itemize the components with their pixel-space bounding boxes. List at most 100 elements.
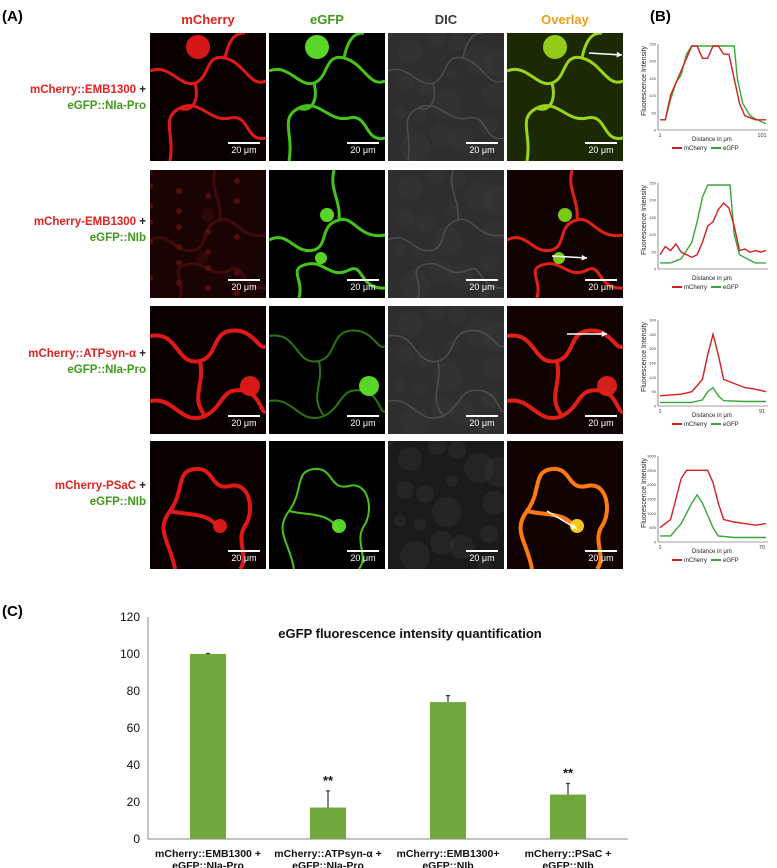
profile-y-tick: 500 [649,525,656,530]
scale-bar: 20 μm [347,279,379,292]
x-category-label: mCherry::ATPsyn-α + [274,848,382,860]
x-category-label: mCherry::EMB1300 + [155,848,261,860]
profile-x-label: Distance in μm [692,413,732,419]
micrograph-egfp-row-2: 20 μm [269,170,385,298]
profile-y-tick: 100 [649,93,656,98]
micrograph-mcherry-row-1: 20 μm [150,33,266,161]
scale-bar-label: 20 μm [469,145,495,155]
scale-bar: 20 μm [466,142,498,155]
x-category-label: eGFP::NIb [542,860,593,868]
intensity-profile-plot: 0 50 100 150 200 250 Fluorescence Intensity Dis… [640,175,775,293]
micrograph-overlay-row-1: 20 μm [507,33,623,161]
scale-bar-label: 20 μm [350,418,376,428]
profile-axis [657,183,768,270]
legend-mcherry: mCherry [684,558,708,564]
profile-x-tick: 91 [759,409,765,415]
x-category-label: mCherry::EMB1300+ [396,848,499,860]
bar [430,702,466,839]
profile-x-tick: 1 [658,545,661,551]
mcherry-profile-line [659,331,767,397]
column-header-dic: DIC [434,12,458,27]
profile-y-tick: 1500 [647,497,657,502]
scale-bar: 20 μm [228,415,260,428]
profile-y-tick: 100 [649,232,656,237]
micrograph-overlay-row-3: 20 μm [507,306,623,434]
profile-y-tick: 150 [649,76,656,81]
scale-bar: 20 μm [585,142,617,155]
arrow-icon [616,51,622,58]
scale-bar-label: 20 μm [350,145,376,155]
micrograph-dic-row-4: 20 μm [388,441,504,569]
significance-label: ** [323,773,334,788]
legend-mcherry: mCherry [684,146,708,152]
x-category-label: eGFP::NIb [422,860,473,868]
micrograph-dic-row-2: 20 μm [388,170,504,298]
profile-y-tick: 50 [652,389,657,394]
y-tick-label: 20 [127,795,141,809]
arrow-icon [571,523,577,529]
scale-bar-label: 20 μm [588,553,614,563]
scale-bar: 20 μm [466,415,498,428]
profile-y-tick: 250 [649,332,656,337]
profile-x-tick: 70 [759,545,765,551]
legend-egfp: eGFP [723,146,739,152]
profile-axis [657,456,768,543]
arrow-icon [581,254,587,261]
egfp-profile-line [660,45,767,125]
egfp-profile-line [660,386,766,404]
profile-y-tick: 200 [649,59,656,64]
chart-title: eGFP fluorescence intensity quantificati… [278,626,541,641]
profile-y-tick: 2500 [647,468,657,473]
bar [550,794,586,839]
profile-y-tick: 2000 [647,482,657,487]
y-tick-label: 100 [120,647,140,661]
scale-bar-label: 20 μm [231,418,257,428]
egfp-profile-line [660,493,766,539]
panel-label-c: (C) [2,603,23,620]
profile-y-tick: 100 [649,375,656,380]
profile-x-tick: 1 [658,133,661,139]
row-label-1: mCherry::EMB1300 + eGFP::NIa-Pro [29,84,146,112]
scale-bar-label: 20 μm [469,282,495,292]
scale-bar: 20 μm [228,550,260,563]
column-header-egfp: eGFP [310,12,344,27]
profile-x-label: Distance in μm [692,137,732,143]
column-header-mcherry: mCherry [181,12,235,27]
micrograph-mcherry-row-4: 20 μm [150,441,266,569]
scale-bar: 20 μm [228,279,260,292]
y-tick-label: 60 [127,721,141,735]
intensity-profile-plot: 0 500 1000 1500 2000 2500 3000 1 70 Fluorescence … [640,448,775,566]
micrograph-dic-row-1: 20 μm [388,33,504,161]
micrograph-mcherry-row-3: 20 μm [150,306,266,434]
panel-label-b: (B) [650,8,671,25]
profile-legend: mCherry eGFP [668,285,739,291]
profile-x-tick: 101 [757,133,766,139]
profile-legend: mCherry eGFP [668,146,739,152]
profile-x-label: Distance in μm [692,276,732,282]
row-label-2: mCherry-EMB1300 + eGFP::NIb [33,216,146,244]
profile-x-label: Distance in μm [692,549,732,555]
legend-mcherry: mCherry [684,422,708,428]
profile-y-tick: 0 [654,267,657,272]
x-category-label: mCherry::PSaC + [525,848,612,860]
y-tick-label: 40 [127,758,141,772]
scale-bar-label: 20 μm [350,282,376,292]
micrograph-egfp-row-1: 20 μm [269,33,385,161]
profile-y-tick: 200 [649,346,656,351]
row-label-4: mCherry-PSaC + eGFP::NIb [54,480,146,508]
scale-bar: 20 μm [585,550,617,563]
micrograph-mcherry-row-2: 20 μm [150,170,266,298]
intensity-profile-plot: 0 50 100 150 200 250 1 101 Fluorescence Intensit… [640,36,775,154]
profile-y-tick: 3000 [647,454,657,459]
intensity-profile-plot: 0 50 100 150 200 250 300 1 91 Fluorescence Intens… [640,312,775,430]
micrograph-egfp-row-3: 20 μm [269,306,385,434]
scale-bar-label: 20 μm [588,145,614,155]
y-tick-label: 80 [127,684,141,698]
significance-label: ** [563,766,574,781]
legend-mcherry: mCherry [684,285,708,291]
profile-y-label: Fluorescence Intensity [641,457,648,528]
row-label-3: mCherry::ATPsyn-α + eGFP::NIa-Pro [28,348,146,376]
profile-y-label: Fluorescence Intensity [641,321,648,392]
profile-y-tick: 50 [652,249,657,254]
arrow-icon [601,331,607,337]
